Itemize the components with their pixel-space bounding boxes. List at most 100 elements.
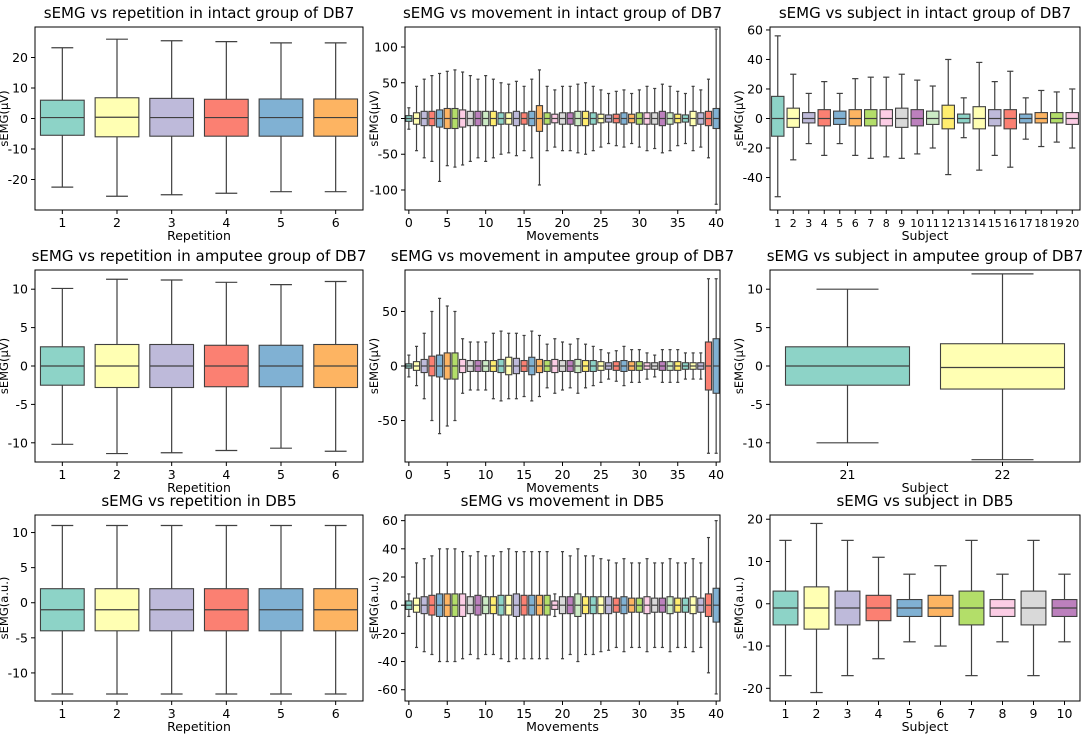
box-40 bbox=[712, 278, 720, 454]
box-6 bbox=[927, 565, 954, 647]
y-tick-label: 5 bbox=[20, 560, 28, 575]
x-axis-label: Movements bbox=[526, 228, 599, 243]
box-3 bbox=[428, 75, 436, 162]
y-tick-label: 0 bbox=[755, 359, 763, 374]
box-37 bbox=[689, 352, 697, 380]
y-tick-label: -10 bbox=[8, 435, 28, 450]
x-axis-label: Subject bbox=[902, 719, 949, 734]
box-3 bbox=[149, 524, 195, 695]
box-13 bbox=[505, 548, 513, 663]
box-9 bbox=[474, 341, 482, 391]
box-body bbox=[894, 107, 909, 128]
x-tick-label: 2 bbox=[113, 215, 121, 230]
box-18 bbox=[543, 551, 551, 660]
box-5 bbox=[832, 92, 847, 145]
box-35 bbox=[674, 349, 682, 383]
y-tick-label: 20 bbox=[747, 81, 763, 96]
box-5 bbox=[896, 573, 923, 643]
box-17 bbox=[535, 69, 544, 186]
box-7 bbox=[458, 71, 467, 166]
box-39 bbox=[704, 78, 713, 159]
box-body bbox=[987, 109, 1002, 127]
box-1 bbox=[770, 35, 785, 198]
box-body bbox=[1034, 112, 1049, 124]
x-tick-label: 25 bbox=[593, 706, 609, 721]
y-tick-label: 10 bbox=[12, 81, 28, 96]
y-tick-label: 20 bbox=[12, 50, 28, 65]
y-tick-label: -5 bbox=[751, 397, 763, 412]
box-6 bbox=[313, 42, 359, 193]
x-tick-label: 22 bbox=[995, 467, 1011, 482]
y-tick-label: -5 bbox=[16, 630, 28, 645]
x-tick-label: 5 bbox=[836, 217, 843, 230]
box-19 bbox=[1050, 91, 1064, 143]
x-tick-label: 2 bbox=[113, 467, 121, 482]
box-18 bbox=[543, 343, 551, 389]
box-6 bbox=[313, 524, 359, 695]
plot-frame bbox=[769, 26, 1081, 211]
box-body bbox=[1003, 109, 1017, 130]
box-8 bbox=[879, 76, 893, 158]
y-tick-label: -5 bbox=[16, 397, 28, 412]
box-34 bbox=[666, 558, 674, 653]
box-2 bbox=[786, 73, 800, 161]
y-tick-label: 0 bbox=[20, 111, 28, 126]
box-11 bbox=[489, 332, 497, 400]
box-8 bbox=[989, 573, 1016, 643]
x-tick-label: 18 bbox=[1034, 217, 1048, 230]
box-body bbox=[770, 95, 785, 137]
box-29 bbox=[628, 349, 636, 383]
box-24 bbox=[589, 345, 597, 387]
x-tick-label: 12 bbox=[941, 217, 955, 230]
box-6 bbox=[451, 310, 459, 422]
box-3 bbox=[801, 92, 816, 145]
x-tick-label: 40 bbox=[708, 706, 724, 721]
plot-frame bbox=[769, 514, 1081, 702]
box-4 bbox=[435, 72, 444, 183]
box-7 bbox=[458, 338, 467, 394]
box-18 bbox=[1034, 89, 1049, 148]
x-tick-label: 1 bbox=[58, 215, 66, 230]
y-tick-label: -20 bbox=[743, 141, 763, 156]
box-22 bbox=[574, 548, 582, 663]
x-tick-label: 6 bbox=[332, 467, 340, 482]
x-tick-label: 5 bbox=[906, 706, 914, 721]
box-2 bbox=[420, 78, 428, 159]
x-tick-label: 2 bbox=[790, 217, 797, 230]
box-23 bbox=[581, 82, 590, 155]
y-tick-label: 5 bbox=[755, 320, 763, 335]
box-32 bbox=[651, 562, 659, 649]
box-12 bbox=[941, 58, 955, 176]
box-14 bbox=[512, 332, 521, 400]
box-17 bbox=[535, 551, 544, 660]
box-0 bbox=[405, 107, 413, 130]
y-tick-label: -20 bbox=[378, 626, 398, 641]
box-35 bbox=[674, 90, 682, 147]
box-15 bbox=[520, 551, 528, 660]
box-20 bbox=[558, 551, 567, 660]
box-34 bbox=[666, 85, 674, 152]
box-body bbox=[939, 343, 1066, 390]
box-20 bbox=[558, 85, 567, 152]
chart-title: sEMG vs repetition in DB5 bbox=[101, 492, 296, 510]
y-tick-label: -40 bbox=[743, 170, 763, 185]
box-16 bbox=[528, 330, 536, 402]
box-26 bbox=[604, 92, 613, 145]
box-40 bbox=[712, 28, 720, 205]
box-16 bbox=[528, 78, 536, 159]
x-tick-label: 4 bbox=[222, 467, 230, 482]
y-tick-label: -20 bbox=[743, 681, 763, 696]
box-5 bbox=[258, 42, 304, 193]
y-axis-label: sEMG(μV) bbox=[0, 338, 11, 394]
box-20 bbox=[558, 341, 567, 391]
box-22 bbox=[939, 273, 1066, 461]
x-tick-label: 35 bbox=[670, 215, 686, 230]
y-tick-label: -10 bbox=[743, 435, 763, 450]
x-tick-label: 5 bbox=[277, 215, 285, 230]
box-19 bbox=[551, 338, 559, 394]
x-tick-label: 30 bbox=[631, 215, 647, 230]
box-2 bbox=[420, 558, 428, 653]
box-body bbox=[832, 110, 847, 125]
y-tick-label: 10 bbox=[747, 554, 763, 569]
x-tick-label: 10 bbox=[478, 706, 494, 721]
